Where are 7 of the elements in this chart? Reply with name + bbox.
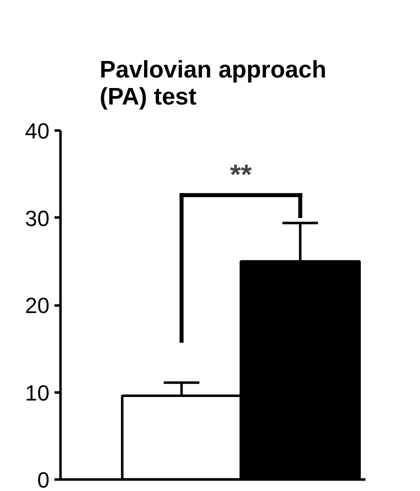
annotation: ** <box>230 158 252 190</box>
y-tick-label: 40 <box>25 118 50 144</box>
y-tick-label: 10 <box>25 380 50 406</box>
chart-title: Pavlovian approach (PA) test <box>100 56 326 110</box>
y-tick-label: 20 <box>25 293 50 318</box>
y-tick-label: 30 <box>25 206 50 231</box>
y-tick-label: 0 <box>37 468 50 491</box>
